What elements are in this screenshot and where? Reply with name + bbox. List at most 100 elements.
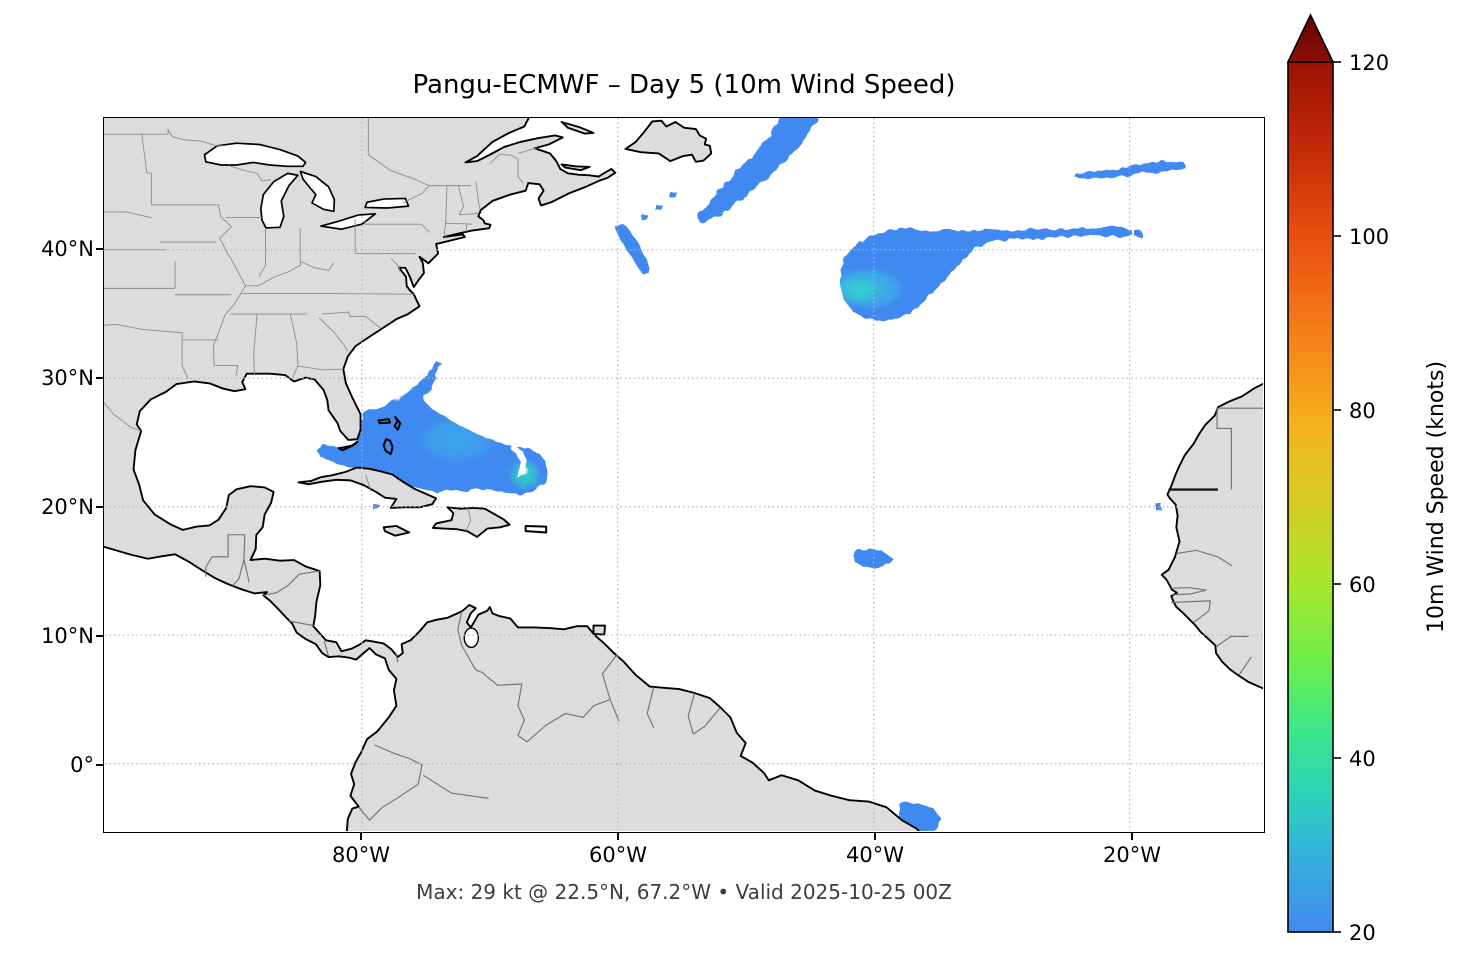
y-axis-tick-label: 0° <box>70 753 94 778</box>
y-axis-tick-mark <box>96 506 103 509</box>
x-axis-tick-label: 40°W <box>846 843 905 867</box>
state-border <box>402 185 430 204</box>
wind-speck <box>1134 230 1141 237</box>
island <box>297 466 438 509</box>
state-border <box>365 474 372 492</box>
state-border <box>364 220 430 233</box>
state-border <box>228 165 272 182</box>
y-axis-tick-label: 40°N <box>41 237 94 262</box>
wind-feature-midatlantic-comet <box>840 226 1134 321</box>
landmass-americas <box>104 118 920 831</box>
country-border <box>1193 600 1211 623</box>
island <box>431 506 511 538</box>
country-border <box>1172 589 1207 596</box>
country-border <box>457 611 528 743</box>
wind-speck <box>372 503 379 510</box>
caption: Max: 29 kt @ 22.5°N, 67.2°W • Valid 2025… <box>416 880 952 904</box>
colorbar-axis-label: 10m Wind Speed (knots) <box>1404 0 1449 969</box>
island <box>560 163 591 172</box>
land-layer <box>104 118 1263 831</box>
colorbar-tick-label: 40 <box>1349 747 1376 771</box>
colorbar: 20 40 60 80 100 120 <box>1270 0 1466 969</box>
island-outline <box>377 418 392 425</box>
wind-speck <box>655 203 662 210</box>
island <box>624 119 713 163</box>
colorbar-tick-label: 120 <box>1349 51 1389 75</box>
y-axis-tick-mark <box>96 248 103 251</box>
map-canvas <box>104 118 1263 831</box>
island-outline <box>524 524 548 534</box>
lake <box>203 142 307 168</box>
wind-core-midatlantic-comet <box>840 276 878 303</box>
x-axis-tick-label: 20°W <box>1103 843 1162 867</box>
state-border <box>245 260 335 287</box>
wind-feature-newfoundland-streak <box>697 118 818 224</box>
wind-notch-bahamas-system <box>509 445 527 478</box>
state-border <box>181 332 189 379</box>
lake-maracaibo <box>463 627 480 649</box>
country-border <box>205 534 245 577</box>
island-outline <box>382 438 394 456</box>
landmass-africa <box>1160 382 1263 690</box>
state-border <box>367 118 430 187</box>
state-border <box>475 181 481 209</box>
state-border <box>104 128 224 147</box>
state-border <box>458 185 465 215</box>
country-border <box>646 687 655 728</box>
wind-feature-newfoundland-streak-lower <box>614 225 650 275</box>
country-border <box>526 698 611 743</box>
colorbar-canvas: 20 40 60 80 100 120 <box>1286 13 1389 945</box>
country-border <box>323 640 330 657</box>
wind-feature-central-atlantic-patch <box>851 547 893 569</box>
y-axis-tick-mark <box>96 377 103 380</box>
country-border <box>1176 549 1233 567</box>
x-axis-tick-mark <box>1131 833 1134 840</box>
island <box>560 121 595 135</box>
country-border <box>423 774 489 799</box>
colorbar-bar <box>1287 61 1334 933</box>
y-axis-tick-label: 30°N <box>41 366 94 391</box>
colorbar-tick-label: 20 <box>1349 921 1376 945</box>
colorbar-tick-label: 100 <box>1349 225 1389 249</box>
island-outline <box>393 415 402 431</box>
country-border <box>263 570 320 596</box>
country-border <box>1171 587 1207 591</box>
state-borders-layer <box>104 118 1263 821</box>
colorbar-axis-label-text: 10m Wind Speed (knots) <box>1424 360 1449 634</box>
colorbar-tick-label: 80 <box>1349 399 1376 423</box>
state-border <box>443 185 448 238</box>
lake <box>364 197 410 209</box>
colorbar-extend-arrow <box>1286 13 1335 63</box>
country-border <box>374 744 423 766</box>
state-border <box>213 204 246 366</box>
state-border <box>465 507 472 532</box>
country-border <box>692 707 721 735</box>
state-border <box>390 258 401 272</box>
country-border <box>358 764 423 821</box>
state-border <box>241 293 415 295</box>
y-axis-tick-label: 10°N <box>41 624 94 649</box>
wind-speed-layer <box>317 118 1186 831</box>
x-axis-tick-mark <box>617 833 620 840</box>
lake <box>299 170 336 213</box>
wind-speck <box>641 214 648 221</box>
state-border <box>297 365 344 371</box>
plot-title: Pangu-ECMWF – Day 5 (10m Wind Speed) <box>412 70 956 100</box>
state-border <box>459 212 479 216</box>
wind-core-bahamas-system <box>415 415 498 465</box>
gridlines-layer <box>104 118 1263 831</box>
country-border <box>687 692 696 735</box>
y-axis-tick-mark <box>96 635 103 638</box>
y-axis-tick-mark <box>96 764 103 767</box>
country-border <box>232 559 245 587</box>
island-outline <box>337 440 359 452</box>
wind-core-bahamas-system <box>507 459 543 491</box>
wind-feature-northeast-thin-streak <box>1075 161 1186 179</box>
island <box>592 624 606 636</box>
state-border <box>322 311 381 329</box>
country-border <box>1238 656 1252 676</box>
x-axis-tick-mark <box>360 833 363 840</box>
state-border <box>104 401 142 432</box>
state-border <box>104 211 152 219</box>
